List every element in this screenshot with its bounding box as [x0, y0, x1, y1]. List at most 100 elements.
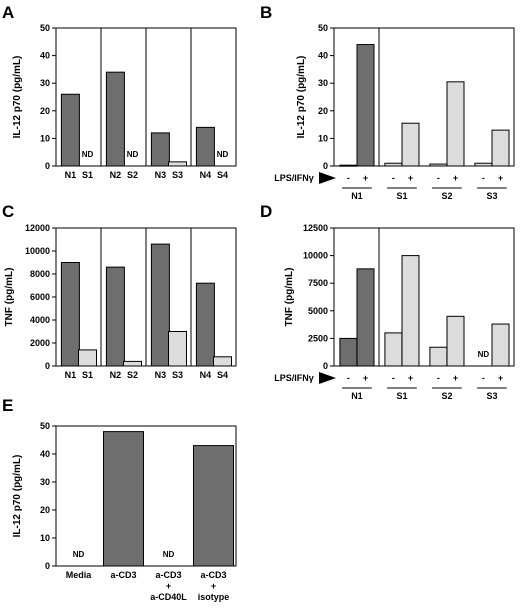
- y-tick-label: 10: [40, 533, 50, 543]
- y-tick-label: 30: [40, 78, 50, 88]
- x-category-label: N4: [200, 370, 212, 380]
- treatment-sign: -: [437, 373, 440, 383]
- treatment-sign: -: [482, 373, 485, 383]
- nd-label: ND: [73, 550, 85, 559]
- bar: [474, 162, 493, 167]
- treatment-sign: -: [437, 173, 440, 183]
- nd-label: ND: [127, 150, 139, 159]
- treatment-sign: -: [392, 373, 395, 383]
- bar: [429, 346, 448, 367]
- panel-a-chart: 0 10 20 30 40 50 IL-12 p70 (pg/mL) N1 ND S1 N2 ND S2…: [12, 23, 237, 180]
- treatment-sign: +: [363, 173, 368, 183]
- y-tick-label: 0: [45, 361, 50, 371]
- y-tick-label: 40: [318, 51, 328, 61]
- bar: [195, 282, 215, 367]
- treatment-sign: +: [453, 373, 458, 383]
- bar: [339, 337, 358, 367]
- bar: [429, 163, 448, 167]
- bar: [339, 164, 358, 167]
- x-category-label: S4: [217, 370, 228, 380]
- bar: [491, 129, 510, 167]
- x-category-label: a-CD3: [155, 570, 181, 580]
- x-category-label: S2: [127, 370, 138, 380]
- condition-arrow-icon: [319, 372, 336, 384]
- bar: [446, 315, 465, 367]
- treatment-sign: +: [408, 373, 413, 383]
- y-axis-label: IL-12 p70 (pg/mL): [12, 455, 23, 538]
- bar: [356, 268, 375, 367]
- y-tick-label: 0: [45, 561, 50, 571]
- treatment-sign: +: [453, 173, 458, 183]
- bar: [168, 331, 187, 367]
- bar: [195, 126, 215, 167]
- y-tick-label: 5000: [308, 306, 328, 316]
- y-tick-label: 6000: [30, 292, 50, 302]
- x-category-label: S3: [172, 370, 183, 380]
- group-label: S1: [396, 191, 407, 201]
- bar: [401, 122, 420, 167]
- y-tick-label: 12500: [303, 223, 328, 233]
- x-category-label: N2: [110, 170, 122, 180]
- y-tick-label: 50: [40, 421, 50, 431]
- treatment-sign: -: [347, 173, 350, 183]
- panel-e-chart: 0 10 20 30 40 50 IL-12 p70 (pg/mL) ND Media a-CD3…: [12, 421, 237, 602]
- panel-letter-e: E: [2, 396, 13, 415]
- bar: [384, 332, 403, 367]
- y-tick-label: 40: [40, 449, 50, 459]
- group-label: S2: [441, 391, 452, 401]
- y-tick-label: 8000: [30, 269, 50, 279]
- y-tick-label: 10: [318, 133, 328, 143]
- x-category-label: N3: [155, 370, 167, 380]
- x-category-label: a-CD3: [200, 570, 226, 580]
- bar: [384, 162, 403, 167]
- bar: [105, 266, 125, 367]
- x-category-label: N1: [65, 370, 77, 380]
- y-tick-label: 30: [318, 78, 328, 88]
- panel-letter-c: C: [2, 202, 14, 221]
- bar: [168, 161, 187, 167]
- bar: [60, 93, 80, 167]
- x-category-label: S2: [127, 170, 138, 180]
- bar: [356, 44, 375, 167]
- panel-d-chart: 0 2500 5000 7500 10000 12500 TNF (pg/mL) - + - + - +…: [274, 223, 515, 401]
- treatment-sign: +: [498, 373, 503, 383]
- x-category-label: Media: [66, 570, 93, 580]
- y-tick-label: 10000: [25, 246, 50, 256]
- bar: [150, 132, 170, 167]
- y-axis-label: TNF (pg/mL): [4, 268, 15, 327]
- plot-frame: [333, 227, 515, 367]
- treatment-sign: +: [363, 373, 368, 383]
- y-tick-label: 20: [40, 505, 50, 515]
- y-tick-label: 30: [40, 477, 50, 487]
- y-tick-label: 50: [40, 23, 50, 33]
- x-category-label: N1: [65, 170, 77, 180]
- bar: [103, 431, 144, 567]
- y-tick-label: 50: [318, 23, 328, 33]
- panel-letter-b: B: [260, 3, 272, 22]
- bar: [105, 71, 125, 167]
- bar: [123, 360, 142, 367]
- condition-label: LPS/IFNγ: [274, 373, 314, 383]
- x-category-label: +: [166, 581, 171, 591]
- x-category-label: N4: [200, 170, 212, 180]
- treatment-sign: -: [392, 173, 395, 183]
- y-tick-label: 0: [323, 161, 328, 171]
- y-tick-label: 20: [40, 106, 50, 116]
- x-category-label: +: [211, 581, 216, 591]
- y-tick-label: 2500: [308, 333, 328, 343]
- bar: [78, 349, 97, 367]
- y-tick-label: 0: [45, 161, 50, 171]
- y-axis-label: TNF (pg/mL): [284, 268, 295, 327]
- bar: [401, 255, 420, 367]
- nd-label: ND: [163, 550, 175, 559]
- y-tick-label: 10: [40, 133, 50, 143]
- y-tick-label: 2000: [30, 338, 50, 348]
- y-tick-label: 7500: [308, 278, 328, 288]
- bar: [193, 445, 234, 567]
- panel-b-chart: 0 10 20 30 40 50 IL-12 p70 (pg/mL) - + - + - + - + LPS/…: [274, 23, 515, 201]
- x-category-label: isotype: [198, 592, 230, 602]
- x-category-label: a-CD3: [110, 570, 136, 580]
- condition-label: LPS/IFNγ: [274, 173, 314, 183]
- y-tick-label: 0: [323, 361, 328, 371]
